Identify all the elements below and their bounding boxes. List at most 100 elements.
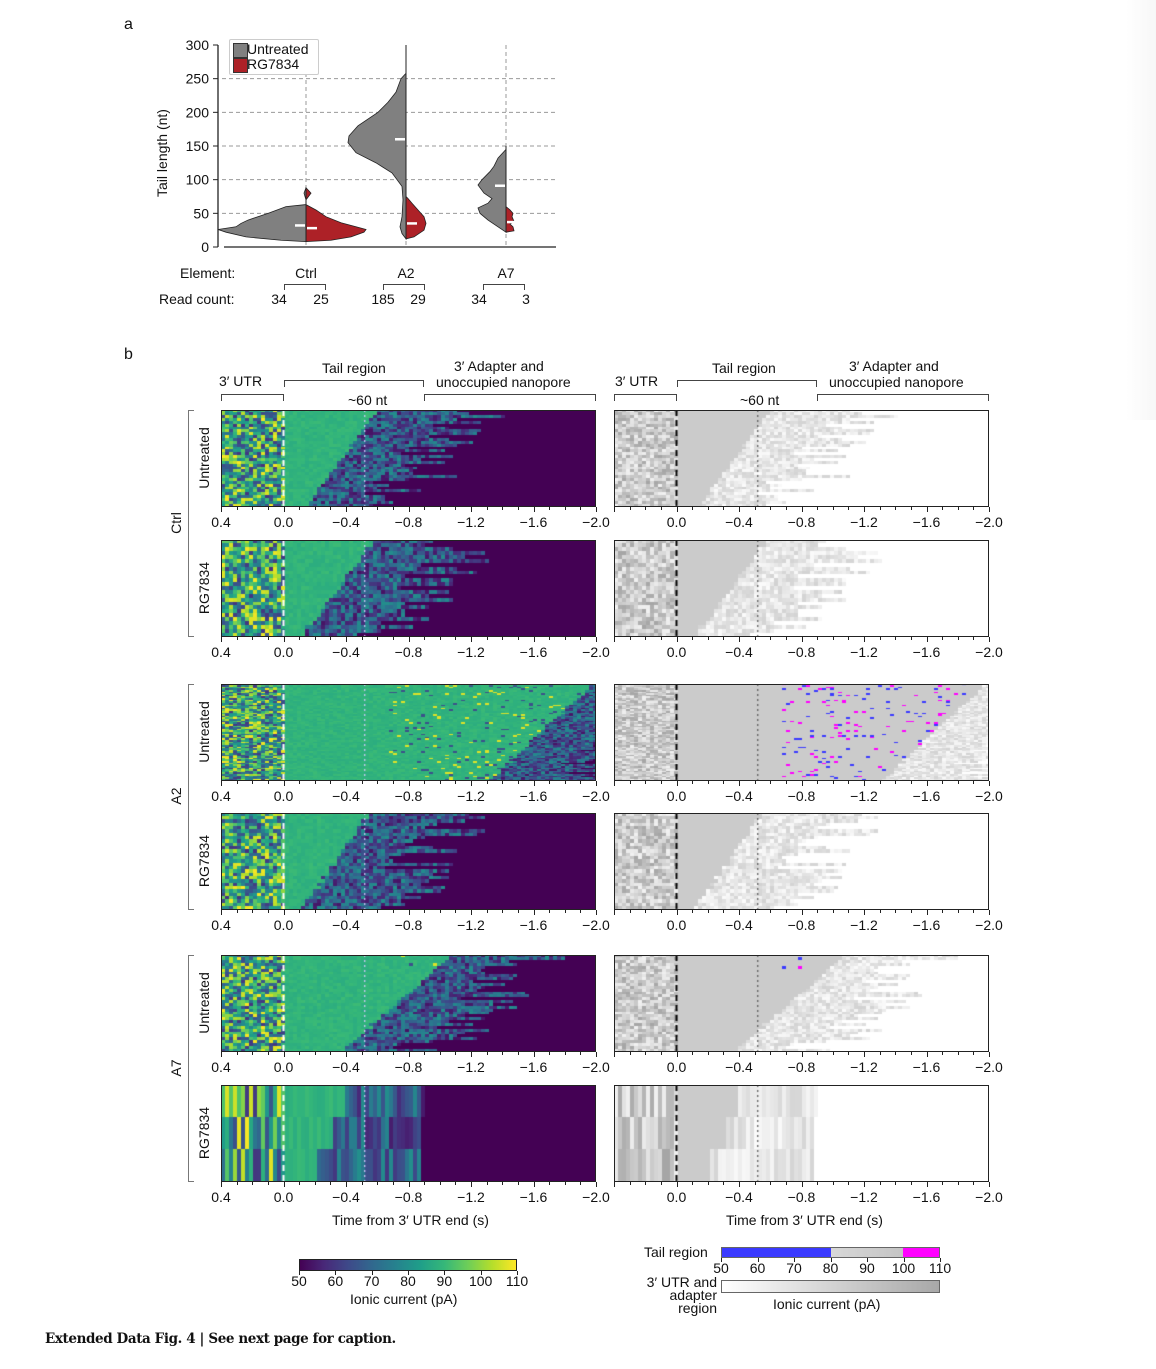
category-a7: A7 (497, 265, 515, 281)
x-tick (377, 507, 379, 510)
tail-bracket-right (677, 380, 817, 387)
x-tick (910, 910, 912, 913)
x-tick (471, 507, 472, 512)
x-tick-label: −0.4 (725, 644, 753, 660)
nt60-label: ~60 nt (348, 392, 388, 408)
colorbar-tick-label: 100 (891, 1260, 916, 1276)
x-tick (957, 781, 959, 784)
x-tick (848, 507, 850, 510)
x-tick-label: −0.4 (725, 917, 753, 933)
tail-region-label-right: Tail region (712, 360, 776, 376)
x-tick (660, 1052, 662, 1055)
x-tick (502, 1052, 504, 1055)
x-tick (801, 637, 803, 642)
x-tick (392, 910, 394, 913)
x-tick (549, 507, 551, 510)
x-tick-label: −2.0 (975, 514, 1003, 530)
bracket-a2 (383, 284, 425, 290)
legend-swatch-untreated (233, 43, 248, 58)
x-tick (408, 781, 410, 786)
x-tick (629, 1182, 631, 1185)
legend-label-rg7834: RG7834 (247, 56, 300, 72)
colorbar-utr-label: 3′ UTR and adapter region (637, 1274, 717, 1315)
x-tick (377, 637, 379, 640)
group-bracket-ctrl (188, 410, 194, 637)
x-tick (486, 1182, 488, 1185)
x-tick (549, 637, 551, 640)
x-tick (221, 1182, 222, 1187)
violin-a7-rg7834 (505, 205, 515, 233)
x-tick (564, 637, 566, 640)
heatmap-a2-rg7834-right (614, 813, 989, 910)
x-tick (283, 781, 285, 786)
colorbar-tick (903, 1258, 905, 1262)
x-tick (471, 781, 472, 786)
colorbar-utr-label-line2: adapter (669, 1287, 717, 1303)
x-tick (973, 1182, 975, 1185)
x-tick (580, 781, 582, 784)
x-tick (879, 507, 881, 510)
x-tick-label: 0.0 (666, 644, 687, 660)
x-tick (957, 637, 959, 640)
x-tick (439, 910, 441, 913)
x-tick (989, 637, 990, 642)
bracket-a7 (483, 284, 525, 290)
colorbar-tick-label: 80 (822, 1260, 839, 1276)
x-tick (832, 1052, 834, 1055)
x-tick (549, 1052, 551, 1055)
x-tick (377, 1182, 379, 1185)
x-tick (676, 910, 678, 915)
colorbar-tick (408, 1271, 409, 1275)
x-tick (361, 1052, 363, 1055)
violin-a2-untreated (347, 45, 407, 241)
x-tick-label: −2.0 (582, 917, 610, 933)
x-tick-label: −2.0 (975, 788, 1003, 804)
x-tick-label: −1.2 (850, 644, 878, 660)
y-tick-label: 250 (186, 71, 210, 87)
colorbar-tick (757, 1258, 759, 1262)
x-tick (502, 910, 504, 913)
x-tick-label: −1.2 (850, 788, 878, 804)
x-tick-label: −0.8 (787, 1059, 816, 1075)
x-tick (864, 507, 865, 512)
x-tick (455, 637, 457, 640)
heatmap-a7-untreated-left (221, 955, 596, 1052)
x-tick (596, 1052, 597, 1057)
x-tick (580, 1182, 582, 1185)
colorbar-right-label: Ionic current (pA) (773, 1296, 881, 1312)
read-count-ctrl-untreated: 34 (271, 291, 287, 307)
x-tick (392, 1182, 394, 1185)
x-tick (361, 637, 363, 640)
y-tick-label: 150 (186, 138, 210, 154)
colorbar-utr-label-line1: 3′ UTR and (646, 1274, 717, 1290)
x-tick (330, 1182, 332, 1185)
x-tick (392, 1052, 394, 1055)
x-tick-label: 0.0 (666, 1189, 687, 1205)
x-tick-label: −1.6 (912, 1059, 941, 1075)
x-tick (252, 1052, 254, 1055)
x-tick (614, 910, 615, 915)
colorbar-tick (794, 1258, 795, 1262)
x-tick-label: −1.6 (519, 788, 548, 804)
x-tick (973, 507, 975, 510)
x-tick (221, 781, 222, 786)
x-tick (817, 910, 819, 913)
x-tick (926, 1182, 928, 1187)
x-tick (455, 1052, 457, 1055)
x-tick-label: −0.8 (787, 644, 816, 660)
condition-label-a7-rg7834: RG7834 (196, 1106, 212, 1159)
colorbar-tick (867, 1258, 868, 1262)
x-tick (692, 1052, 694, 1055)
x-tick (676, 1182, 678, 1187)
x-tick (424, 1052, 426, 1055)
x-tick (926, 1052, 928, 1057)
x-tick (957, 1052, 959, 1055)
x-tick-label: −0.4 (332, 514, 360, 530)
x-tick (629, 507, 631, 510)
x-tick (299, 637, 301, 640)
x-tick (408, 507, 410, 512)
x-tick (770, 507, 772, 510)
x-tick (660, 910, 662, 913)
x-tick (629, 910, 631, 913)
colorbar-tick (830, 1258, 832, 1262)
